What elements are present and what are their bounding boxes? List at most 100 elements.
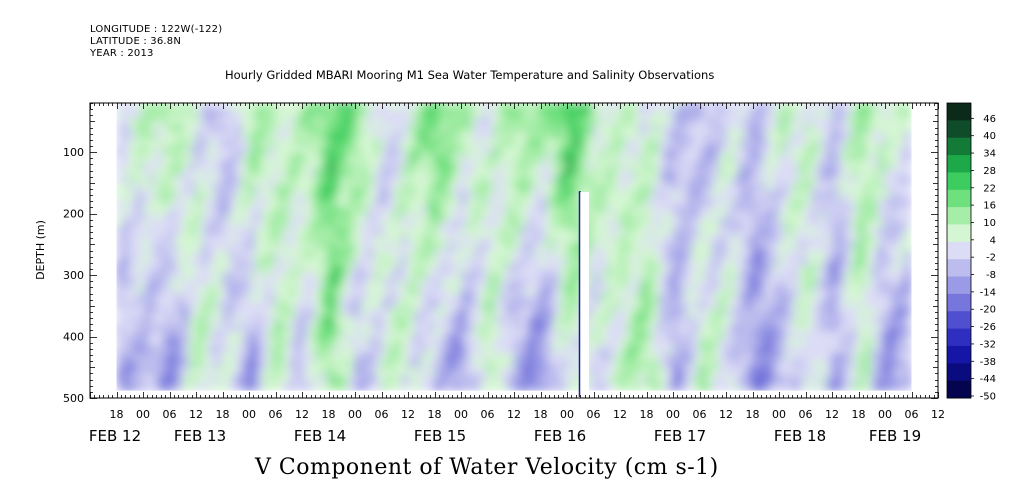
heat-cell [255, 286, 263, 296]
heat-cell [626, 235, 634, 244]
heat-cell [566, 242, 575, 252]
heat-cell [612, 250, 621, 259]
heat-cell [877, 132, 886, 141]
heat-cell [294, 250, 303, 259]
heat-cell [321, 227, 330, 237]
heat-cell [897, 146, 906, 156]
heat-cell [414, 213, 422, 222]
heat-cell [718, 309, 727, 318]
heat-cell [858, 242, 866, 252]
heat-cell [844, 264, 853, 274]
heat-cell [314, 272, 323, 281]
heat-cell [314, 368, 323, 377]
heat-cell [308, 235, 316, 244]
heat-cell [334, 205, 343, 215]
heat-cell [692, 146, 701, 156]
heat-cell [838, 368, 846, 377]
heat-cell [540, 242, 548, 252]
heat-cell [559, 205, 568, 215]
heat-cell [142, 286, 151, 296]
heat-cell [639, 360, 648, 370]
heat-cell [129, 272, 138, 281]
heat-cell [374, 213, 383, 222]
heat-cell [414, 345, 422, 355]
heat-cell [500, 117, 509, 126]
heat-cell [135, 176, 144, 185]
heat-cell [268, 213, 277, 222]
heat-cell [129, 257, 138, 266]
heat-cell [374, 161, 383, 171]
heat-cell [546, 250, 555, 259]
heat-cell [858, 382, 866, 392]
heat-cell [745, 360, 754, 370]
heat-cell [738, 191, 747, 200]
heat-cell [248, 316, 257, 325]
heat-cell [612, 316, 621, 325]
heat-cell [434, 353, 442, 362]
heat-cell [546, 382, 555, 392]
heat-cell [195, 139, 204, 148]
heat-cell [705, 191, 714, 200]
heat-cell [785, 279, 793, 289]
heat-cell [553, 139, 562, 148]
heat-cell [599, 146, 608, 156]
heat-cell [241, 353, 250, 362]
heat-cell [665, 264, 674, 274]
heat-cell [646, 375, 654, 384]
heat-cell [261, 109, 270, 119]
heat-cell [586, 353, 595, 362]
heat-cell [871, 272, 880, 281]
heat-cell [619, 220, 628, 230]
heat-cell [566, 132, 575, 141]
heat-cell [381, 235, 389, 244]
heat-cell [672, 309, 681, 318]
heat-cell [308, 205, 316, 215]
heat-cell [407, 191, 416, 200]
no-data-bottom [90, 390, 938, 398]
heat-cell [182, 103, 191, 112]
heat-cell [758, 331, 767, 340]
heat-cell [162, 309, 171, 318]
heat-cell [460, 309, 469, 318]
heat-cell [626, 124, 634, 134]
heat-cell [685, 316, 694, 325]
heat-cell [301, 309, 310, 318]
heat-cell [639, 242, 648, 252]
heat-cell [374, 264, 383, 274]
heat-cell [129, 368, 138, 377]
heat-cell [851, 103, 860, 112]
heat-cell [387, 294, 396, 303]
heat-cell [586, 345, 595, 355]
heat-cell [665, 109, 674, 119]
heat-cell [838, 220, 846, 230]
heat-cell [718, 331, 727, 340]
heat-cell [261, 309, 270, 318]
heat-cell [235, 220, 244, 230]
heat-cell [447, 124, 456, 134]
heat-cell [699, 323, 707, 333]
heat-cell [261, 382, 270, 392]
heat-cell [228, 183, 237, 193]
heat-cell [341, 139, 350, 148]
heat-cell [208, 279, 217, 289]
heat-cell [473, 227, 482, 237]
heat-cell [188, 235, 197, 244]
heat-cell [453, 257, 462, 266]
heat-cell [791, 360, 800, 370]
heat-cell [526, 139, 535, 148]
heat-cell [752, 161, 760, 171]
heat-cell [506, 183, 515, 193]
heat-cell [288, 168, 297, 178]
heat-cell [420, 191, 429, 200]
heat-cell [460, 183, 469, 193]
heat-cell [864, 176, 873, 185]
heat-cell [606, 191, 615, 200]
heat-cell [897, 176, 906, 185]
heat-cell [387, 176, 396, 185]
heat-cell [361, 235, 369, 244]
heat-cell [222, 161, 230, 171]
heat-cell [679, 360, 687, 370]
heat-cell [427, 272, 436, 281]
heat-cell [440, 213, 449, 222]
heat-cell [871, 264, 880, 274]
